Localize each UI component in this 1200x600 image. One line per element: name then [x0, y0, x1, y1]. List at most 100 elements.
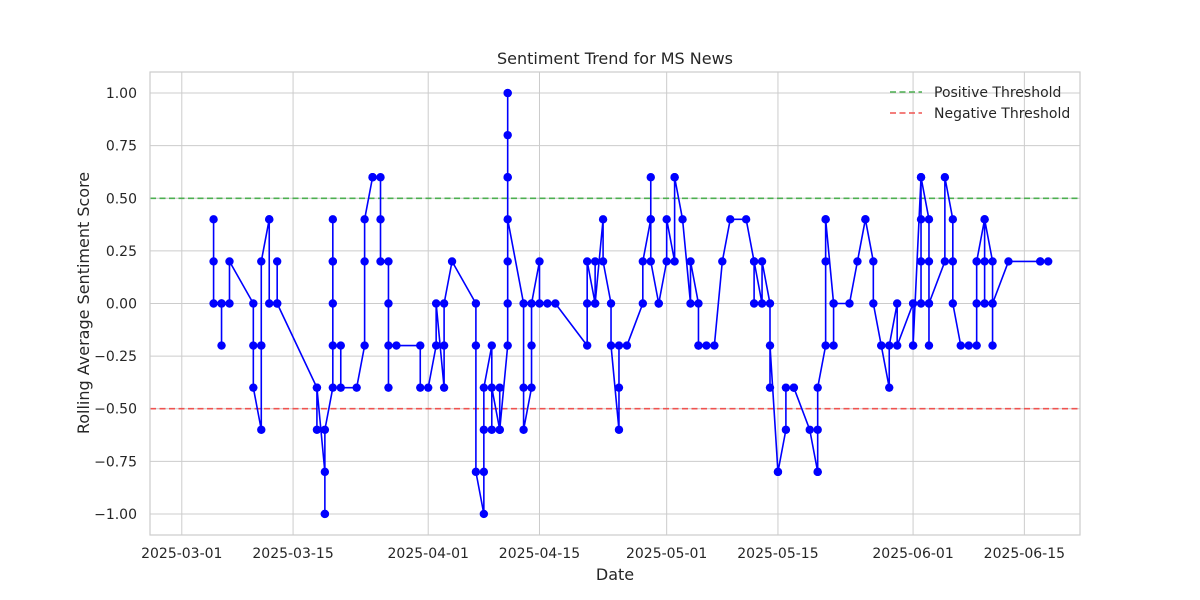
data-point	[646, 257, 655, 266]
data-point	[360, 215, 369, 224]
data-point	[757, 257, 767, 266]
data-point	[813, 383, 822, 392]
data-point	[225, 257, 234, 266]
data-point	[614, 425, 624, 434]
data-point	[312, 425, 322, 434]
data-point	[853, 257, 862, 266]
data-point	[328, 341, 338, 350]
data-point	[686, 299, 695, 308]
legend-label: Negative Threshold	[934, 106, 1070, 122]
y-tick-label: 0.25	[106, 244, 137, 260]
data-point	[956, 341, 965, 350]
data-point	[360, 341, 369, 350]
data-point	[265, 215, 274, 224]
data-point	[582, 257, 592, 266]
data-point	[249, 299, 258, 308]
data-point	[646, 215, 655, 224]
data-point	[892, 299, 902, 308]
data-point	[272, 299, 282, 308]
y-tick-label: −0.50	[94, 402, 137, 418]
data-point	[885, 383, 894, 392]
y-tick-label: 0.00	[106, 297, 137, 313]
data-point	[1004, 257, 1013, 266]
data-point	[829, 299, 838, 308]
data-point	[439, 299, 449, 308]
data-point	[519, 383, 528, 392]
data-point	[988, 299, 997, 308]
data-point	[980, 257, 989, 266]
data-point	[527, 299, 536, 308]
data-point	[376, 257, 385, 266]
data-point	[813, 425, 822, 434]
data-point	[765, 299, 775, 308]
data-point	[980, 215, 989, 224]
data-point	[948, 257, 958, 266]
data-point	[924, 215, 934, 224]
data-point	[495, 383, 504, 392]
x-tick-label: 2025-05-01	[626, 546, 707, 562]
data-point	[678, 215, 687, 224]
data-point	[503, 173, 512, 182]
data-point	[988, 257, 997, 266]
data-point	[924, 341, 934, 350]
data-point	[924, 257, 934, 266]
data-point	[320, 425, 330, 434]
data-point	[217, 341, 226, 350]
data-point	[328, 257, 338, 266]
x-tick-label: 2025-05-15	[737, 546, 818, 562]
data-point	[789, 383, 799, 392]
data-point	[535, 257, 544, 266]
data-point	[710, 341, 719, 350]
data-point	[257, 425, 266, 434]
data-point	[638, 299, 648, 308]
data-point	[368, 173, 377, 182]
data-point	[916, 299, 926, 308]
data-point	[694, 341, 703, 350]
data-point	[940, 173, 950, 182]
data-point	[940, 257, 950, 266]
data-point	[980, 299, 989, 308]
data-point	[495, 425, 504, 434]
x-tick-label: 2025-04-01	[388, 546, 469, 562]
data-point	[988, 341, 997, 350]
plot-frame	[149, 71, 1081, 536]
data-point	[749, 257, 759, 266]
data-point	[272, 257, 282, 266]
data-point	[606, 299, 616, 308]
data-point	[439, 383, 449, 392]
data-point	[821, 341, 830, 350]
data-point	[479, 425, 489, 434]
data-point	[749, 299, 759, 308]
data-point	[249, 383, 258, 392]
data-point	[352, 383, 361, 392]
data-point	[257, 341, 266, 350]
data-point	[225, 299, 234, 308]
data-point	[726, 215, 735, 224]
data-point	[948, 215, 958, 224]
data-point	[551, 299, 560, 308]
data-point	[209, 215, 218, 224]
data-point	[765, 341, 775, 350]
y-tick-labels: 1.00 0.75 0.50 0.25 0.00 −0.25 −0.50 −0.75 −1.00	[94, 86, 137, 523]
data-point	[805, 425, 814, 434]
y-tick-label: 0.75	[106, 139, 137, 155]
data-point	[773, 467, 783, 477]
data-point	[781, 383, 791, 392]
y-tick-label: −0.75	[94, 454, 137, 470]
x-axis-title: Date	[596, 565, 634, 584]
y-tick-label: −1.00	[94, 507, 137, 523]
data-point	[757, 299, 767, 308]
y-tick-label: −0.25	[94, 349, 137, 365]
data-point	[384, 257, 393, 266]
series	[209, 88, 1053, 519]
chart-title: Sentiment Trend for MS News	[497, 49, 733, 68]
data-point	[384, 383, 393, 392]
data-point	[662, 215, 671, 224]
data-point	[877, 341, 886, 350]
data-point	[765, 383, 775, 392]
data-point	[376, 215, 385, 224]
x-tick-label: 2025-04-15	[499, 546, 580, 562]
data-point	[646, 173, 655, 182]
data-point	[328, 383, 338, 392]
data-point	[328, 215, 338, 224]
